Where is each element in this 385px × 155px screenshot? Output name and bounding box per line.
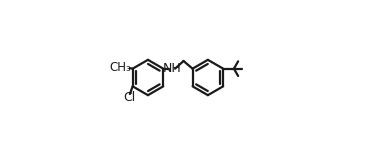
Text: NH: NH <box>162 62 181 75</box>
Text: Cl: Cl <box>123 91 135 104</box>
Text: CH₃: CH₃ <box>110 61 131 74</box>
